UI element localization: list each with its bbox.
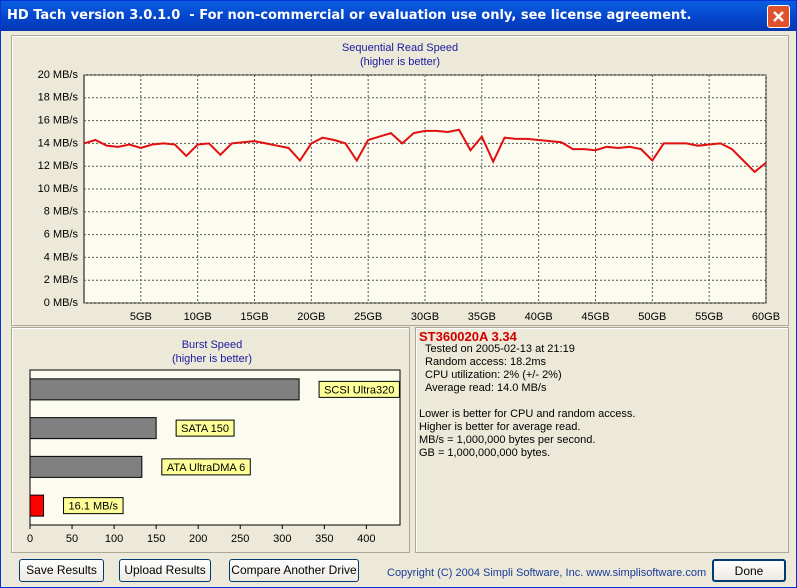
y-tick-label: 20 MB/s	[38, 69, 79, 81]
x-tick-label: 20GB	[297, 311, 325, 323]
x-tick-label: 50GB	[638, 311, 666, 323]
x-tick-label: 60GB	[752, 311, 780, 323]
y-tick-label: 2 MB/s	[44, 274, 79, 286]
x-tick-label: 300	[273, 533, 291, 545]
x-tick-label: 100	[105, 533, 123, 545]
x-tick-label: 10GB	[184, 311, 212, 323]
note-line: MB/s = 1,000,000 bytes per second.	[419, 434, 596, 446]
x-tick-label: 350	[315, 533, 333, 545]
y-tick-label: 6 MB/s	[44, 229, 79, 241]
bar	[29, 378, 300, 401]
x-tick-label: 0	[27, 533, 33, 545]
x-tick-label: 55GB	[695, 311, 723, 323]
bar	[29, 417, 157, 440]
y-tick-label: 10 MB/s	[38, 183, 79, 195]
bar	[29, 494, 45, 517]
chart-title: Sequential Read Speed	[342, 42, 458, 54]
x-tick-label: 5GB	[130, 311, 152, 323]
y-tick-label: 16 MB/s	[38, 115, 79, 127]
button[interactable]: Compare Another Drive	[229, 559, 359, 582]
notes: Lower is better for CPU and random acces…	[419, 408, 635, 460]
detail-line: Average read: 14.0 MB/s	[425, 382, 547, 394]
button[interactable]: Save Results	[19, 559, 104, 582]
x-tick-label: 50	[66, 533, 78, 545]
burst-chart: Burst Speed (higher is better) 0 50 100 150 20…	[27, 339, 401, 545]
y-tick-label: 14 MB/s	[38, 137, 79, 149]
detail-line: CPU utilization: 2% (+/- 2%)	[425, 369, 562, 381]
burst-panel: Burst Speed (higher is better) 0 50 100 150 20…	[11, 327, 410, 553]
x-tick-label: 40GB	[525, 311, 553, 323]
chart-subtitle: (higher is better)	[172, 353, 252, 365]
close-button[interactable]	[767, 5, 790, 28]
read-panel: Sequential Read Speed (higher is better) 0…	[11, 35, 789, 326]
window-title: HD Tach version 3.0.1.0 - For non-commer…	[7, 8, 692, 23]
detail-line: Random access: 18.2ms	[425, 356, 547, 368]
y-tick-label: 0 MB/s	[44, 297, 79, 309]
y-tick-label: 4 MB/s	[44, 251, 79, 263]
button[interactable]: Done	[712, 559, 786, 582]
x-tick-label: 35GB	[468, 311, 496, 323]
x-tick-label: 200	[189, 533, 207, 545]
label-box	[318, 380, 400, 398]
label-box	[63, 497, 124, 515]
y-tick-label: 8 MB/s	[44, 206, 79, 218]
value-label: 16.1 MB/s	[69, 501, 119, 513]
note-line: Lower is better for CPU and random acces…	[419, 408, 636, 420]
title-bar: HD Tach version 3.0.1.0 - For non-commer…	[1, 1, 796, 31]
category-label: SCSI Ultra320	[324, 384, 394, 396]
copyright: Copyright (C) 2004 Simpli Software, Inc.…	[387, 567, 707, 579]
y-tick-label: 18 MB/s	[38, 92, 79, 104]
x-tick-label: 25GB	[354, 311, 382, 323]
x-tick-label: 250	[231, 533, 249, 545]
drive-name: ST360020A 3.34	[419, 329, 517, 344]
details: Tested on 2005-02-13 at 21:19 Random acce…	[425, 343, 635, 395]
bar	[29, 455, 143, 478]
read-chart: Sequential Read Speed (higher is better) 0…	[38, 42, 780, 323]
close-icon	[773, 11, 784, 22]
category-label: SATA 150	[181, 423, 229, 435]
chart-subtitle: (higher is better)	[360, 56, 440, 68]
x-tick-label: 30GB	[411, 311, 439, 323]
x-tick-label: 400	[357, 533, 375, 545]
label-box	[161, 458, 251, 476]
x-tick-label: 45GB	[581, 311, 609, 323]
info-panel	[415, 327, 789, 553]
detail-line: Tested on 2005-02-13 at 21:19	[425, 343, 575, 355]
button[interactable]: Upload Results	[119, 559, 211, 582]
chart-title: Burst Speed	[182, 339, 243, 351]
read-line	[83, 128, 767, 174]
y-tick-label: 12 MB/s	[38, 160, 79, 172]
info: ST360020A 3.34 Tested on 2005-02-13 at 2…	[419, 330, 635, 460]
label-box	[175, 419, 235, 437]
x-tick-label: 15GB	[240, 311, 268, 323]
category-label: ATA UltraDMA 6	[167, 462, 245, 474]
x-tick-label: 150	[147, 533, 165, 545]
note-line: Higher is better for average read.	[419, 421, 581, 433]
note-line: GB = 1,000,000,000 bytes.	[419, 447, 551, 459]
